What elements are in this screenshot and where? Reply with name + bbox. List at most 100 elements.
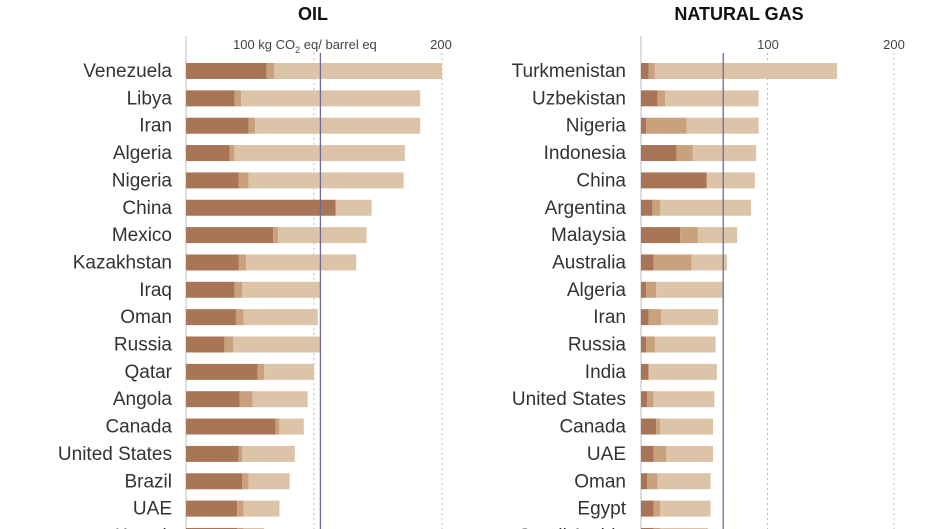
gas-country-label: Uzbekistan	[532, 88, 626, 109]
oil-bar-segment-2	[273, 227, 279, 244]
gas-bar-segment-2	[676, 145, 693, 162]
gas-bar-segment-3	[659, 527, 709, 529]
gas-bar-segment-1	[641, 90, 658, 107]
gas-bar-segment-2	[648, 63, 655, 79]
oil-bar-segment-3	[243, 527, 265, 529]
oil-country-label: Iraq	[139, 280, 172, 301]
oil-country-label: Canada	[105, 417, 172, 438]
gas-country-label: Nigeria	[566, 116, 627, 137]
oil-bar-segment-1	[186, 363, 258, 380]
oil-country-label: Mexico	[112, 225, 172, 246]
gas-country-label: Argentina	[545, 198, 627, 219]
oil-country-label: Kazakhstan	[73, 252, 172, 273]
gas-bar-segment-1	[641, 473, 648, 490]
oil-country-label: China	[122, 198, 172, 219]
oil-bar-segment-1	[186, 445, 239, 462]
gas-bar-segment-2	[653, 527, 660, 529]
oil-bar-segment-1	[186, 309, 236, 326]
oil-bar-segment-3	[255, 117, 421, 134]
oil-bar-segment-2	[237, 527, 244, 529]
oil-tick-units-b: eq/ barrel eq	[300, 37, 377, 52]
oil-bar-segment-2	[234, 281, 243, 298]
gas-bar-segment-2	[652, 199, 660, 216]
gas-bar-segment-3	[648, 363, 717, 380]
oil-country-label: Oman	[120, 307, 172, 328]
gas-bar-segment-1	[641, 391, 648, 408]
oil-bar-segment-1	[186, 145, 230, 162]
gas-country-label: Saudi Arabia	[518, 526, 626, 529]
oil-bar-segment-2	[229, 145, 235, 162]
oil-bar-segment-3	[243, 500, 280, 517]
oil-bar-segment-1	[186, 172, 239, 189]
oil-country-label: Venezuela	[83, 61, 172, 82]
oil-bar-segment-2	[242, 473, 249, 490]
gas-bar-segment-3	[653, 391, 715, 408]
oil-bar-segment-2	[235, 309, 244, 326]
gas-bar-segment-3	[659, 418, 714, 435]
gas-bar-segment-2	[657, 90, 666, 107]
oil-bar-segment-1	[186, 63, 267, 79]
oil-country-label: Nigeria	[112, 170, 173, 191]
gas-bar-segment-1	[641, 172, 707, 189]
oil-bar-segment-3	[278, 227, 367, 244]
gas-bar-segment-1	[641, 281, 647, 298]
gas-country-label: Canada	[559, 417, 626, 438]
oil-bar-segment-2	[234, 90, 242, 107]
gas-bar-segment-2	[647, 391, 654, 408]
gas-bar-segment-2	[646, 281, 657, 298]
gas-country-label: Australia	[552, 252, 626, 273]
oil-bar-segment-1	[186, 527, 238, 529]
oil-bar-segment-1	[186, 90, 235, 107]
gas-bar-segment-3	[654, 336, 716, 353]
oil-tick-units-a: 100 kg CO	[233, 37, 295, 52]
gas-tick-100: 100	[757, 37, 779, 52]
oil-bar-segment-2	[238, 445, 243, 462]
oil-country-label: Brazil	[124, 471, 172, 492]
gas-country-label: China	[576, 170, 626, 191]
oil-tick-200: 200	[430, 37, 452, 52]
oil-bar-segment-2	[275, 418, 280, 435]
gas-bar-segment-2	[653, 445, 667, 462]
oil-bar-segment-3	[241, 90, 421, 107]
oil-country-label: UAE	[133, 499, 172, 520]
oil-bar-segment-3	[335, 199, 372, 216]
gas-bar-segment-1	[641, 117, 647, 134]
oil-bar-segment-3	[274, 63, 442, 79]
oil-plot: Venezuela Libya Iran Algeria Nigeria China Mex…	[58, 36, 443, 529]
oil-country-label: Libya	[127, 88, 173, 109]
gas-bar-segment-2	[648, 309, 662, 326]
gas-bar-segment-3	[659, 500, 711, 517]
gas-bar-segment-3	[665, 90, 759, 107]
gas-bar-segment-3	[659, 199, 752, 216]
oil-bar-segment-1	[186, 254, 239, 271]
oil-country-label: United States	[58, 444, 172, 465]
gas-bar-segment-1	[641, 336, 647, 353]
oil-country-label: Russia	[114, 335, 173, 356]
gas-country-label: Malaysia	[551, 225, 626, 246]
gas-tick-200: 200	[883, 37, 905, 52]
gas-bar-segment-2	[653, 254, 692, 271]
oil-bar-segment-2	[248, 117, 256, 134]
oil-bar-segment-1	[186, 473, 243, 490]
oil-bar-segment-1	[186, 500, 238, 517]
gas-country-label: Algeria	[567, 280, 627, 301]
gas-bar-segment-3	[691, 254, 728, 271]
oil-country-label: Angola	[113, 389, 173, 410]
oil-bar-segment-2	[266, 63, 275, 79]
oil-title: OIL	[298, 4, 328, 24]
oil-bar-segment-1	[186, 281, 235, 298]
gas-panel: NATURAL GAS 100 200 Turkmenistan Uzbekist…	[512, 4, 905, 529]
oil-bar-segment-2	[238, 172, 249, 189]
gas-country-label: Oman	[574, 471, 626, 492]
oil-tick-units-sub: 2	[295, 45, 300, 55]
oil-country-label: Kuwait	[115, 526, 173, 529]
oil-bar-segment-3	[246, 254, 357, 271]
oil-bar-segment-1	[186, 418, 276, 435]
oil-country-label: Algeria	[113, 143, 173, 164]
gas-bar-segment-2	[656, 418, 660, 435]
gas-country-label: United States	[512, 389, 626, 410]
oil-bar-segment-1	[186, 336, 225, 353]
gas-bar-segment-2	[653, 500, 660, 517]
oil-bar-segment-3	[242, 445, 295, 462]
